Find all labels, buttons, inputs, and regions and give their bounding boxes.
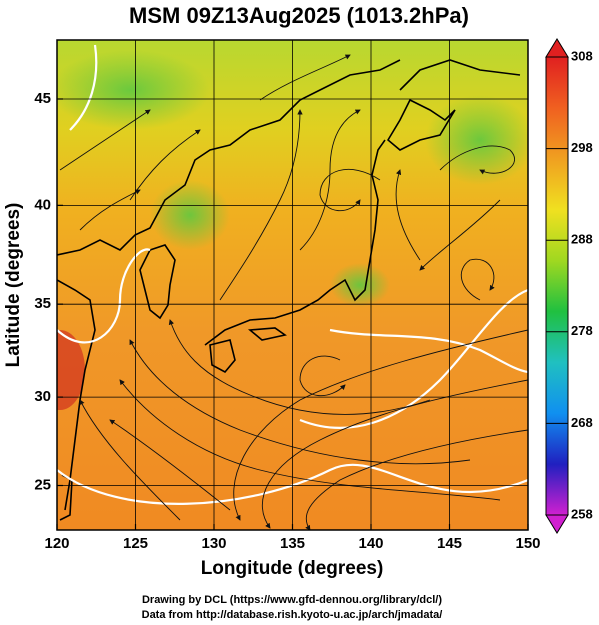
field-patch [330,263,390,307]
y-tick-label: 35 [34,295,51,312]
coastline [139,244,176,320]
colorbar-scale [545,56,569,516]
isobar [299,288,528,429]
coastline [247,327,287,341]
field-patch [150,180,230,250]
isobar [57,463,528,505]
y-axis-label: Latitude (degrees) [3,203,24,368]
y-tick-label: 30 [34,388,51,405]
coastline [57,279,96,511]
colorbar-tick-label: 258 [571,506,593,521]
x-tick-label: 120 [44,535,69,552]
colorbar-tick-label: 278 [571,323,593,338]
axes: 120 125 130 135 140 145 150 25 30 35 40 45 [34,40,541,552]
coastline [386,98,456,151]
colorbar-end [545,38,569,58]
colorbar-tick-label: 308 [571,48,593,63]
map-field [57,40,528,530]
y-tick-label: 45 [34,90,51,107]
coastline [57,59,401,256]
streamlines [59,54,528,530]
colorbar-tick-label: 288 [571,232,593,247]
colorbar-tick-label: 298 [571,140,593,155]
field-patch [57,330,85,410]
x-tick-label: 150 [515,535,540,552]
x-tick-label: 130 [201,535,226,552]
y-tick-label: 25 [34,476,51,493]
field-patch [57,50,210,130]
y-tick-label: 40 [34,196,51,213]
isobar [69,44,98,131]
coastline [204,139,386,346]
colorbar-tick-label: 268 [571,415,593,430]
x-tick-label: 140 [358,535,383,552]
colorbar: 308 298 288 278 268 258 [545,38,593,534]
isobar [329,328,528,374]
x-axis-label: Longitude (degrees) [201,558,384,579]
coastline [399,59,521,91]
footer-line: Drawing by DCL (https://www.gfd-dennou.o… [142,594,442,606]
field-patch [425,95,528,185]
title: MSM 09Z13Aug2025 (1013.2hPa) [129,3,469,28]
x-tick-label: 135 [280,535,305,552]
coastline [209,339,236,374]
x-tick-label: 125 [123,535,148,552]
colorbar-end [545,514,569,534]
isobar [57,248,151,344]
x-tick-label: 145 [437,535,462,552]
footer-line: Data from http://database.rish.kyoto-u.a… [142,609,443,621]
